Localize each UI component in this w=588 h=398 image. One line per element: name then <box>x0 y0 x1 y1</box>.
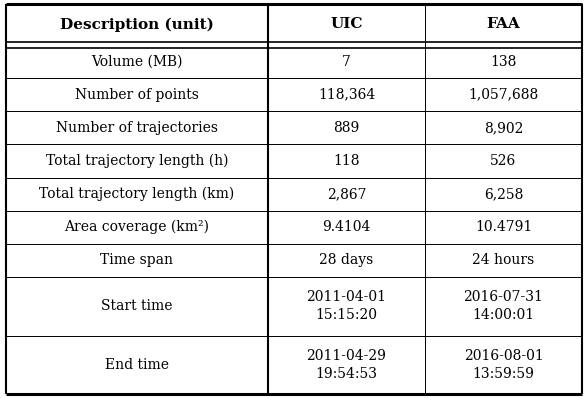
Text: 2016-07-31
14:00:01: 2016-07-31 14:00:01 <box>463 290 543 322</box>
Text: Area coverage (km²): Area coverage (km²) <box>65 220 209 234</box>
Bar <box>425 211 582 244</box>
Text: 1,057,688: 1,057,688 <box>468 88 539 101</box>
Text: 28 days: 28 days <box>319 254 373 267</box>
Bar <box>268 45 425 78</box>
Bar <box>6 144 268 178</box>
Bar <box>268 111 425 144</box>
Bar <box>425 144 582 178</box>
Text: 7: 7 <box>342 55 351 68</box>
Text: 2011-04-29
19:54:53: 2011-04-29 19:54:53 <box>306 349 386 381</box>
Text: FAA: FAA <box>487 18 520 31</box>
Text: Total trajectory length (km): Total trajectory length (km) <box>39 187 235 201</box>
Text: Number of points: Number of points <box>75 88 199 101</box>
Text: 2016-08-01
13:59:59: 2016-08-01 13:59:59 <box>463 349 543 381</box>
Bar <box>6 244 268 277</box>
Bar <box>268 244 425 277</box>
Text: Volume (MB): Volume (MB) <box>91 55 183 68</box>
Text: 9.4104: 9.4104 <box>322 220 370 234</box>
Text: Total trajectory length (h): Total trajectory length (h) <box>46 154 228 168</box>
Bar <box>6 111 268 144</box>
Text: 118: 118 <box>333 154 360 168</box>
Text: Time span: Time span <box>101 254 173 267</box>
Text: Number of trajectories: Number of trajectories <box>56 121 218 135</box>
Text: 118,364: 118,364 <box>318 88 375 101</box>
Bar <box>425 78 582 111</box>
Bar <box>268 4 425 45</box>
Bar <box>268 78 425 111</box>
Text: End time: End time <box>105 358 169 372</box>
Bar <box>425 178 582 211</box>
Bar <box>268 178 425 211</box>
Bar <box>425 336 582 394</box>
Bar <box>6 4 268 45</box>
Text: 526: 526 <box>490 154 517 168</box>
Bar <box>425 277 582 336</box>
Bar <box>268 144 425 178</box>
Bar <box>268 277 425 336</box>
Bar <box>268 211 425 244</box>
Text: UIC: UIC <box>330 18 363 31</box>
Bar <box>425 4 582 45</box>
Text: Description (unit): Description (unit) <box>60 17 214 32</box>
Text: 2011-04-01
15:15:20: 2011-04-01 15:15:20 <box>306 290 386 322</box>
Bar <box>6 78 268 111</box>
Bar <box>6 211 268 244</box>
Bar <box>6 45 268 78</box>
Bar <box>6 277 268 336</box>
Bar <box>425 244 582 277</box>
Bar <box>425 45 582 78</box>
Bar <box>268 336 425 394</box>
Text: 6,258: 6,258 <box>484 187 523 201</box>
Text: 8,902: 8,902 <box>484 121 523 135</box>
Bar <box>6 178 268 211</box>
Text: Start time: Start time <box>101 299 173 313</box>
Text: 138: 138 <box>490 55 517 68</box>
Bar <box>6 336 268 394</box>
Text: 889: 889 <box>333 121 360 135</box>
Bar <box>425 111 582 144</box>
Text: 10.4791: 10.4791 <box>475 220 532 234</box>
Text: 24 hours: 24 hours <box>472 254 534 267</box>
Text: 2,867: 2,867 <box>327 187 366 201</box>
